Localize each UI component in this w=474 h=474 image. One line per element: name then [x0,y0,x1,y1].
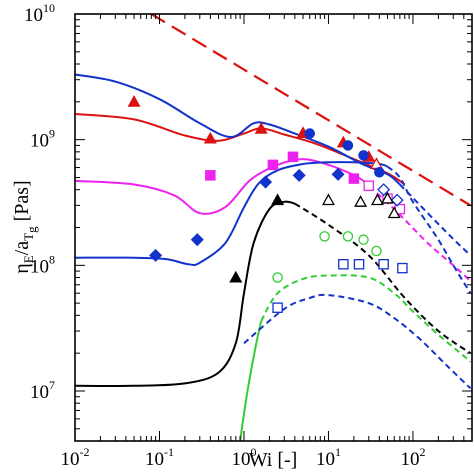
data-point-square [397,262,408,274]
data-point-circle [342,140,354,151]
model-curve-solid [75,73,401,186]
tick-labels: 10-2 10-1 100 101 102 107 108 109 1010 [24,1,425,470]
data-point-square [205,170,216,181]
axes-frame [74,13,473,442]
model-curve-solid [75,158,363,215]
data-point-triangle [354,195,368,207]
model-curve-dashed [399,183,472,257]
model-curve-dashed [294,202,472,355]
data-point-triangle [387,206,401,219]
model-curve-solid [75,161,388,266]
data-point-triangle [127,95,141,107]
data-point-square [272,302,283,313]
data-point-square [267,159,279,171]
x-tick-label: 100 [231,445,256,470]
data-point-diamond [149,248,163,262]
data-point-diamond [190,233,204,247]
data-point-diamond [377,183,391,197]
data-point-square [363,180,375,191]
x-tick-label: 10-1 [145,445,174,470]
data-point-circle [358,234,369,245]
model-curve-solid [239,320,263,441]
model-curve-dashed [260,274,472,363]
y-tick-label: 1010 [24,1,55,26]
data-point-square [338,258,349,270]
model-curve-dashed [243,293,472,390]
data-point-triangle [321,193,335,206]
plot-frame [74,13,473,442]
data-point-triangle [229,270,243,283]
data-point-circle [319,231,330,242]
data-point-square [378,258,389,270]
data-point-triangle [381,191,395,204]
data-point-diamond [259,175,273,189]
y-tick-label: 109 [30,127,55,152]
data-point-square [353,258,365,270]
data-point-circle [374,167,385,178]
data-point-triangle [271,193,285,206]
data-point-circle [304,128,315,139]
data-point-circle [342,231,354,242]
x-axis-label: Wi [-] [249,449,298,471]
model-curve-dashed [386,165,472,294]
data-point-diamond [390,193,404,207]
y-tick-label: 107 [30,378,55,403]
data-point-diamond [331,167,345,181]
data-point-circle [272,272,283,283]
model-curve-solid [75,200,296,387]
data-point-triangle [254,122,268,134]
data-point-circle [371,245,382,257]
data-point-diamond [292,168,306,182]
data-point-triangle [203,131,217,144]
reference-line [150,14,472,207]
y-axis-label: ηE/aTg [Pas] [11,180,39,273]
x-tick-label: 10-2 [61,445,90,470]
x-tick-label: 101 [316,445,341,470]
data-point-circle [358,150,369,161]
series-layer [75,14,472,441]
data-point-square [287,151,299,163]
x-tick-label: 102 [400,445,425,470]
data-point-square [348,173,360,184]
data-point-triangle [370,193,384,206]
y-tick-label: 108 [30,252,55,277]
model-curve-dashed [361,178,472,282]
